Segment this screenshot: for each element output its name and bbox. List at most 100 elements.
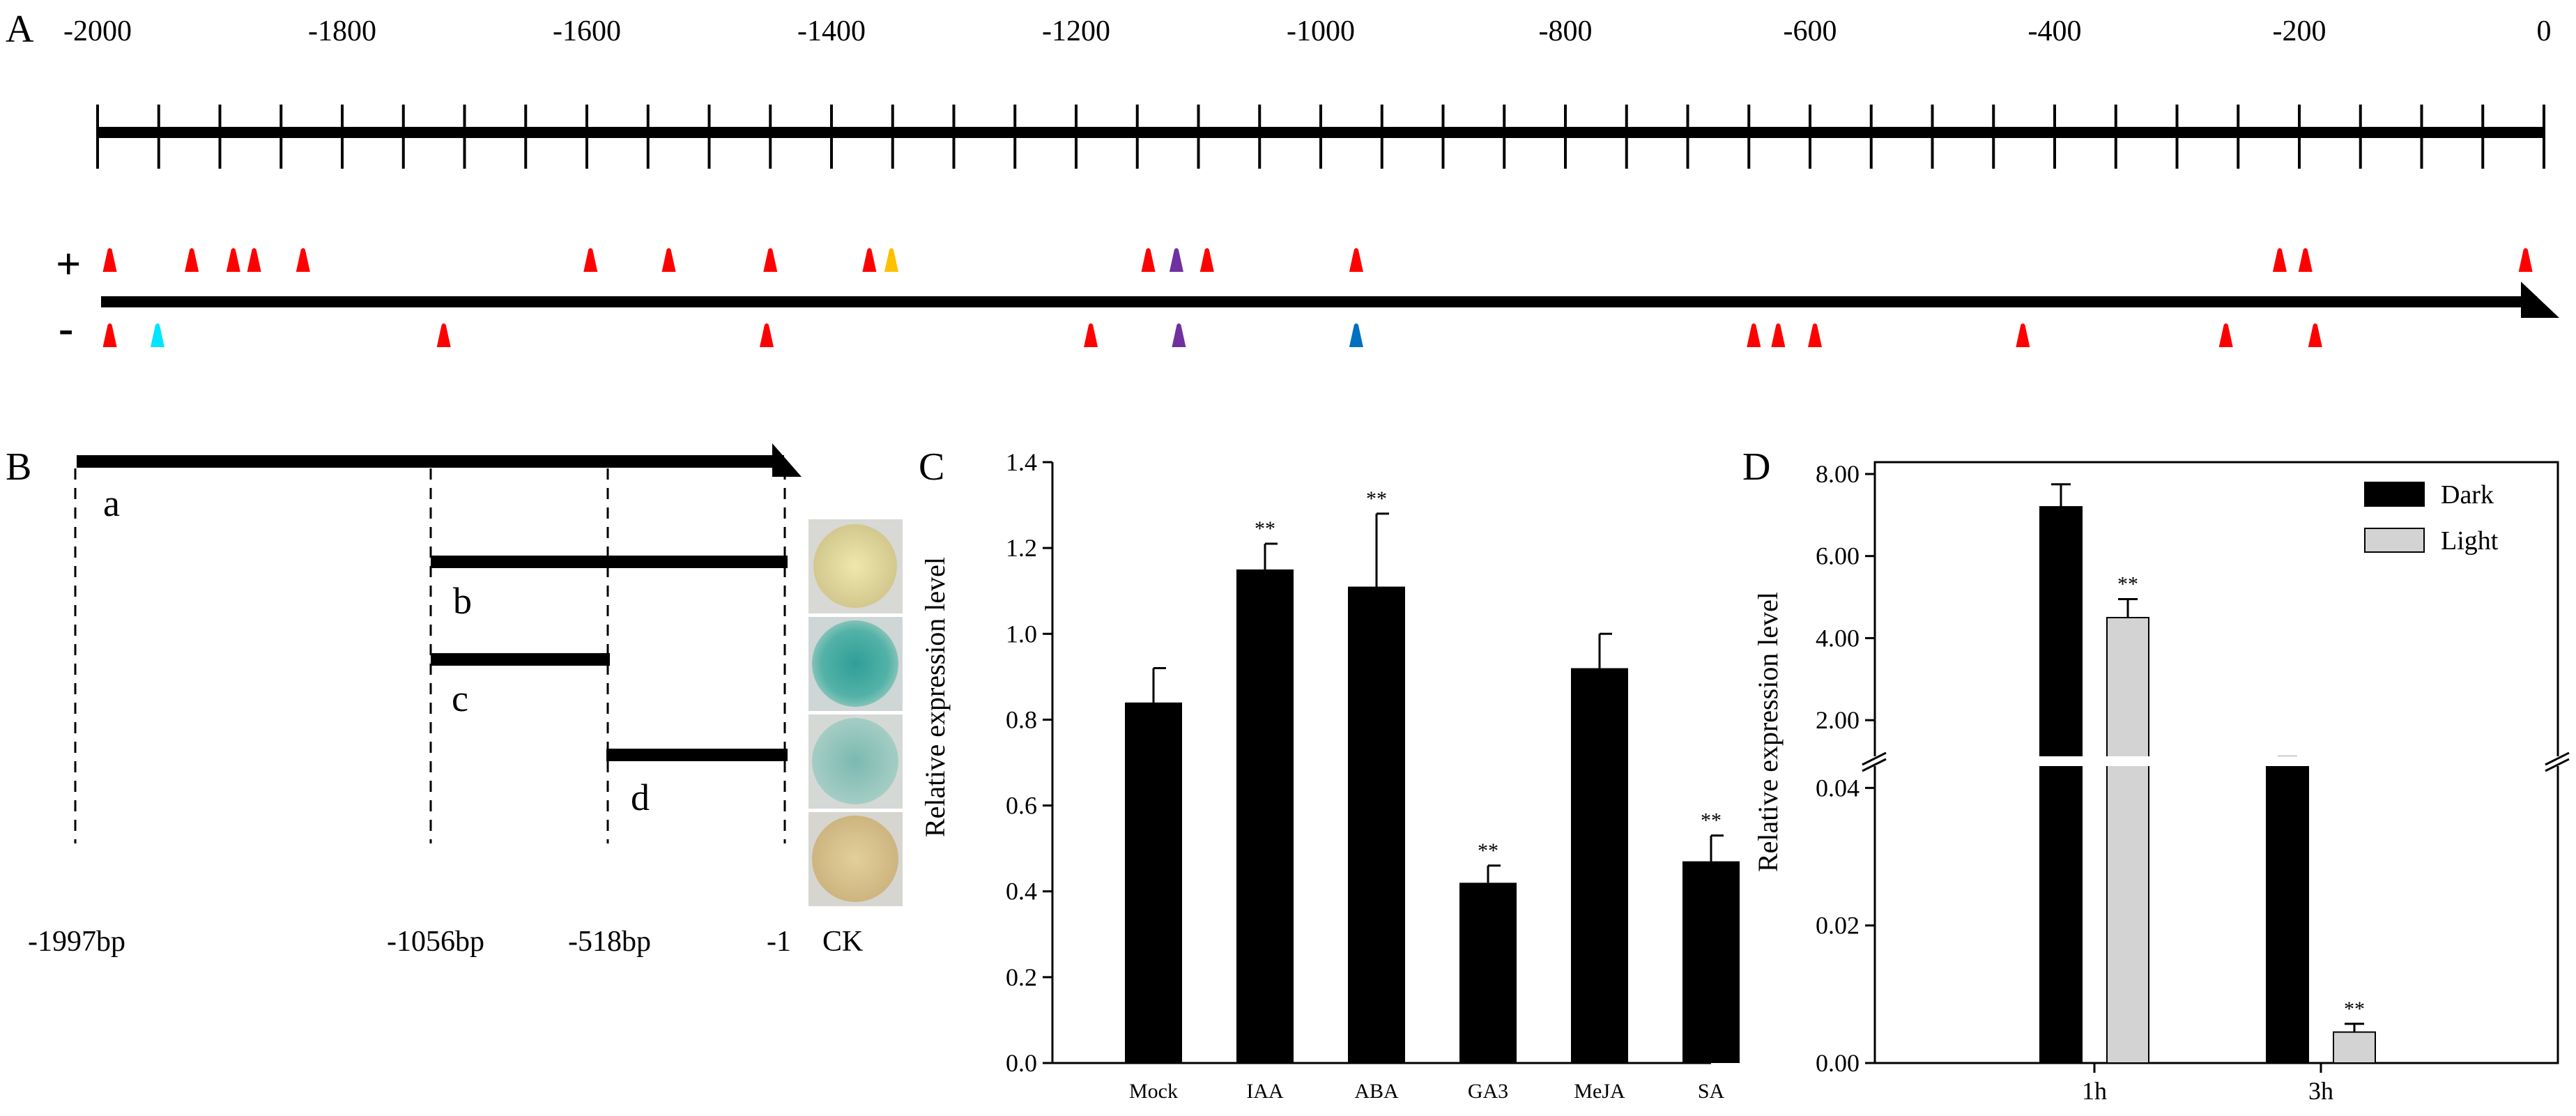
chart-c-ylabel: Relative expression level [919,557,951,837]
chart-c-category-ABA: ABA [1354,1080,1399,1103]
axis-break-band [1850,756,2568,766]
chart-d-categories: 1h 3h [2082,1063,2333,1105]
chart-d-bars: ** ** [2039,483,2376,1064]
minus-element-5 [1172,323,1186,347]
fragment-b-label: b [453,580,472,622]
chart-d-sig-Light-3h: ** [2344,997,2365,1021]
chart-c-bar-IAA [1236,569,1294,1063]
plus-element-9 [884,248,898,272]
scale-tick-label-7: -600 [1784,15,1837,47]
scale-tick-label-4: -1200 [1042,15,1110,47]
panel-d-label: D [1742,445,1770,489]
chart-c-bars: ** ** ** ** [1125,487,1740,1063]
chart-c-ytick-label-5: 1.0 [1006,620,1037,648]
chart-d-ylabel: Relative expression level [1752,592,1784,872]
chart-d-bar-Light-1h [2106,617,2149,1064]
chart-d-ytick-upper-label-1: 4.00 [1816,624,1860,652]
minus-element-2 [436,323,451,347]
minus-element-1 [150,323,164,347]
plus-element-3 [247,248,261,272]
strand-minus-label: - [59,303,73,353]
scale-tick-label-5: -1000 [1287,15,1355,47]
bp-label-1056: -1056bp [387,926,484,958]
bp-label-1997: -1997bp [28,926,125,958]
chart-c-yticks: 0.0 0.2 0.4 0.6 0.8 1.0 1.2 1.4 [1006,448,1052,1077]
bp-label-518: -518bp [568,926,651,958]
chart-c-ytick-label-3: 0.6 [1006,792,1037,820]
ck-label: CK [822,926,863,958]
panel-b: B a b c d -1997bp -1056bp -518bp -1 CK [6,443,903,958]
chart-c-bar-GA3 [1459,882,1517,1063]
chart-c-category-Mock: Mock [1129,1080,1178,1103]
plus-element-11 [1169,248,1183,272]
chart-d-legend: Dark Light [2364,480,2499,556]
panel-b-label: B [6,445,31,489]
chart-c-ytick-label-7: 1.4 [1006,448,1037,476]
panel-a: A -2000 -1800 -1600 -1400 -1200 -1000 -800 -600… [6,8,2559,353]
chart-d-ytick-lower-label-1: 0.02 [1816,912,1860,940]
axis-break-mark-left-1 [1862,751,1887,766]
well-a [813,524,897,608]
well-ck [812,816,898,902]
chart-c-ytick-label-4: 0.8 [1006,705,1037,733]
axis-break-mark-right-2 [2545,758,2570,772]
plus-element-4 [296,248,310,272]
plus-element-0 [102,248,117,272]
plus-element-12 [1199,248,1214,272]
minus-element-0 [102,323,117,347]
minus-element-3 [759,323,774,347]
plus-element-6 [661,248,676,272]
fragment-a-label: a [103,482,120,524]
scale-tick-label-0: -2000 [63,15,132,47]
chart-c-category-MeJA: MeJA [1574,1080,1625,1103]
fragment-a-arrow [772,443,802,477]
chart-d-yticks: 0.00 0.02 0.04 2.00 4.00 6.00 8.00 [1816,460,1875,1077]
plus-element-14 [2272,248,2287,272]
scale-tick-label-3: -1400 [797,15,866,47]
plus-element-1 [185,248,199,272]
chart-c-categories: Mock IAA ABA GA3 MeJA SA [1129,1080,1725,1103]
minus-element-9 [1808,323,1823,347]
panel-d: D Relative expression level 0.00 0.02 0.04… [1742,445,2570,1105]
fragment-d-label: d [631,777,650,818]
well-b [812,620,898,707]
scale-tick-label-10: 0 [2537,15,2552,47]
legend-swatch-dark [2364,482,2425,507]
panel-c-label: C [919,445,944,489]
chart-c-ytick-label-6: 1.2 [1006,534,1037,562]
scale-tick-label-6: -800 [1539,15,1593,47]
chart-d-bar-Light-3h [2333,1031,2376,1064]
minus-element-12 [2308,323,2322,347]
chart-c-bar-Mock [1125,702,1182,1063]
scale-tick-label-9: -200 [2273,15,2326,47]
chart-d-category-1h: 1h [2082,1077,2107,1105]
fragment-c-label: c [452,678,468,719]
panel-c: C Relative expression level 0.0 0.2 0.4 0.6… [919,445,1740,1103]
chart-c-category-IAA: IAA [1246,1080,1284,1103]
axis-break-mark-right-1 [2545,751,2570,766]
minus-element-10 [2016,323,2030,347]
bp-label-1: -1 [767,926,791,958]
chart-d-ytick-lower-label-2: 0.04 [1816,774,1860,802]
scale-tick-label-8: -400 [2028,15,2082,47]
chart-c-sig-SA: ** [1701,809,1722,832]
minus-element-6 [1349,323,1363,347]
chart-c-ytick-label-0: 0.0 [1006,1049,1037,1077]
chart-c-ytick-label-1: 0.2 [1006,963,1037,991]
gus-assay-wells [808,519,903,906]
plus-element-2 [226,248,240,272]
minus-element-11 [2218,323,2233,347]
minus-element-7 [1747,323,1761,347]
chart-d-bar-Dark-3h [2266,760,2309,1064]
chart-d-category-3h: 3h [2308,1077,2333,1105]
plus-element-7 [763,248,778,272]
chart-c-sig-ABA: ** [1366,487,1387,510]
legend-swatch-light [2364,528,2425,553]
chart-d-bar-Dark-1h [2039,506,2083,1064]
plus-strand-elements [102,248,2533,272]
scale-ticks [96,105,2545,169]
chart-c-sig-IAA: ** [1255,517,1275,540]
legend-label-light: Light [2441,526,2499,556]
chart-c-bar-ABA [1348,586,1405,1063]
well-c [812,718,898,804]
